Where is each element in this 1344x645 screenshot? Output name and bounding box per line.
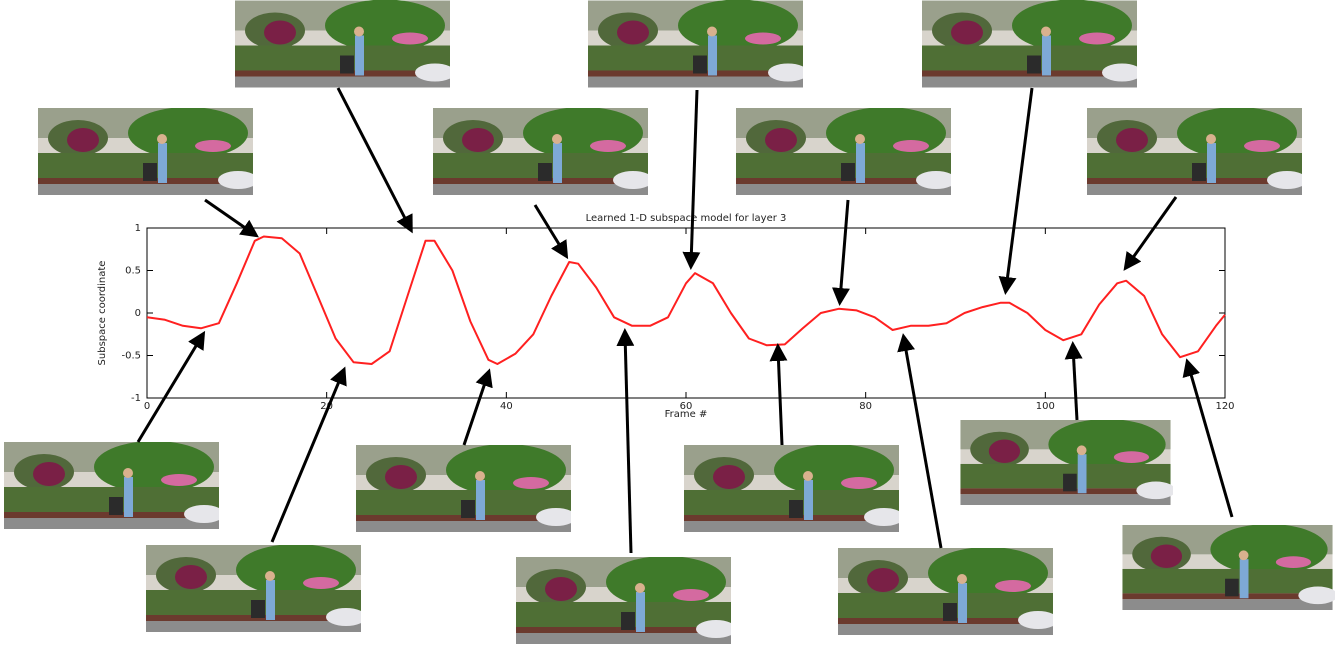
x-tick-label: 60	[680, 401, 693, 412]
y-tick-label: -1	[131, 393, 141, 404]
y-tick-label: -0.5	[121, 351, 141, 362]
figure: Learned 1-D subspace model for layer 3 F…	[0, 0, 1344, 645]
video-frames	[4, 0, 1337, 644]
x-tick-label: 100	[1036, 401, 1055, 412]
x-tick-label: 80	[859, 401, 872, 412]
chart-title: Learned 1-D subspace model for layer 3	[586, 213, 787, 224]
x-tick-label: 0	[144, 401, 150, 412]
y-axis-label: Subspace coordinate	[97, 261, 108, 366]
y-tick-label: 0.5	[125, 266, 141, 277]
y-tick-label: 0	[135, 308, 141, 319]
plot-frame	[147, 228, 1225, 398]
y-tick-label: 1	[135, 223, 141, 234]
x-tick-label: 120	[1215, 401, 1234, 412]
data-line	[147, 237, 1225, 365]
x-tick-label: 40	[500, 401, 513, 412]
